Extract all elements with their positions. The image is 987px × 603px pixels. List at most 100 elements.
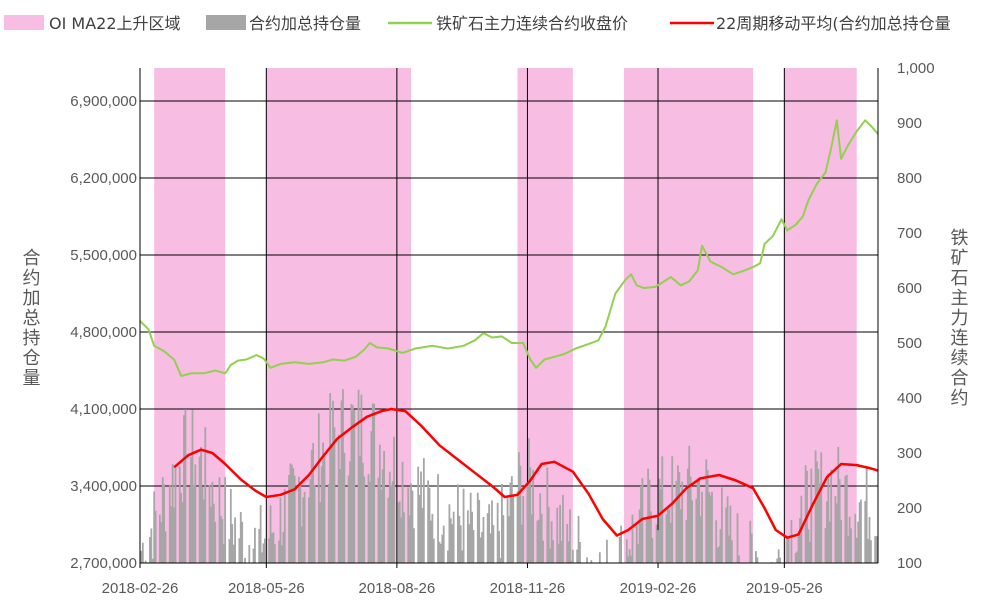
y-right-tick-label: 700 [897,225,922,242]
oi-bar [749,520,752,563]
oi-bar [817,468,820,563]
oi-bar [221,518,224,563]
oi-bar [290,464,293,563]
oi-bar [448,504,451,563]
y-right-tick-label: 400 [897,390,922,407]
oi-bar [540,513,543,563]
oi-bar [309,479,312,563]
oi-bar [279,497,282,563]
oi-bar [390,485,393,563]
oi-bar [388,471,391,563]
axes: 2,700,000 3,400,000 4,100,000 4,800,000 5,50… [70,60,934,597]
oi-bar [232,544,235,563]
plot-area: 2,700,000 3,400,000 4,100,000 4,800,000 5,50… [70,60,934,597]
oi-bar [194,464,197,563]
oi-bar [559,504,561,563]
oi-bar [310,449,313,563]
legend-swatch-oi [206,15,246,30]
oi-bar [706,470,709,563]
oi-bar [688,445,691,563]
oi-bar [868,517,871,563]
oi-bar [709,495,712,563]
oi-bar [860,499,862,563]
rising-region-1 [154,68,226,563]
oi-bar [397,502,400,563]
oi-bar [858,502,861,563]
oi-bar [282,532,285,563]
oi-bar [625,539,628,563]
oi-bar [648,479,651,563]
oi-bar [369,481,371,563]
oi-bar [252,548,255,563]
oi-bar [357,389,360,563]
oi-bar [363,476,366,563]
oi-bar [635,525,638,563]
oi-bar [838,479,841,563]
oi-bar [212,503,215,563]
oi-bar [303,491,306,563]
oi-bar [810,468,813,563]
oi-bar [718,546,720,563]
oi-bar [183,415,185,563]
oi-bar [198,456,201,563]
oi-bar [184,409,187,563]
oi-bar [530,514,533,563]
oi-bar [298,476,300,563]
oi-bar [840,519,842,563]
oi-bar [645,516,648,563]
oi-bar [401,461,404,563]
oi-bar [210,506,212,563]
oi-bar [546,467,549,563]
oi-bar [289,463,292,563]
oi-bar [506,497,509,563]
oi-bar [556,507,559,563]
oi-bar [720,487,723,563]
oi-bar [508,516,510,563]
oi-bar [307,497,310,563]
oi-bar [512,496,515,563]
oi-bar [141,542,144,563]
oi-bar [865,466,868,563]
oi-bar [244,557,246,563]
oi-bar [519,465,522,563]
legend-item-close: 铁矿石主力连续合约收盘价 [388,14,628,33]
legend: OI MA22上升区域 合约加总持仓量 铁矿石主力连续合约收盘价 22周期移动平… [4,14,951,33]
oi-bar [657,530,659,563]
oi-bar [685,520,688,563]
x-tick-label: 2018-08-26 [359,580,436,597]
oi-bar [750,533,753,563]
oi-bar [418,494,421,563]
oi-bar [638,509,641,563]
oi-bar [263,538,266,563]
legend-label-close: 铁矿石主力连续合约收盘价 [436,14,628,33]
y-right-tick-label: 1,000 [897,60,935,77]
x-tick-label: 2019-05-26 [746,580,823,597]
oi-bar [447,550,449,563]
oi-bar [421,507,424,563]
oi-bar [667,507,669,563]
oi-bar [339,469,342,563]
oi-bar [547,506,550,563]
oi-bar [191,409,194,563]
oi-bar [193,484,195,563]
oi-bar [857,521,860,563]
y-left-tick-label: 4,100,000 [70,401,137,418]
oi-bar [239,512,242,563]
oi-bar [651,537,654,563]
y-right-tick-label: 900 [897,115,922,132]
oi-bar [158,514,161,563]
close-price-line [139,119,879,377]
oi-bar [413,528,415,563]
oi-bar [794,553,797,563]
oi-bar [552,540,554,563]
oi-bar [320,466,323,563]
oi-bar [168,485,171,563]
oi-bar [827,473,830,563]
oi-bar [478,499,481,563]
oi-bar [828,521,831,563]
oi-bar [387,497,390,563]
oi-bar [437,474,439,563]
oi-bar [269,505,272,563]
oi-bar [542,540,544,563]
